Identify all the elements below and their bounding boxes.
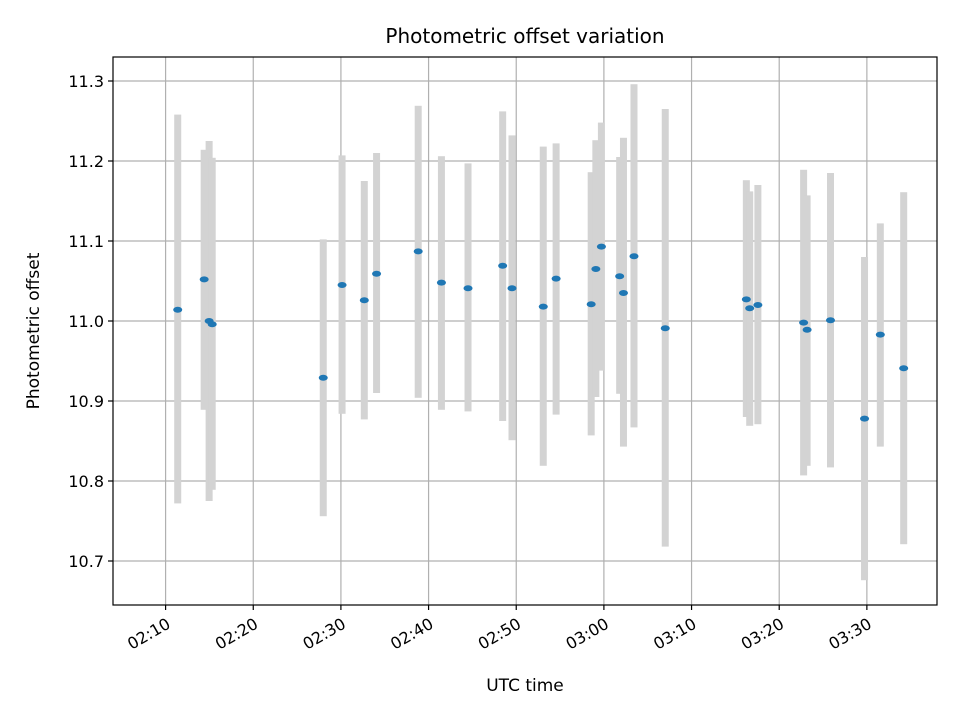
x-tick-label: 03:00 xyxy=(562,614,611,654)
data-point xyxy=(463,285,473,292)
data-point xyxy=(337,282,347,288)
data-point xyxy=(413,248,423,255)
data-point xyxy=(586,301,596,308)
y-tick-label: 10.8 xyxy=(68,472,104,491)
chart-title: Photometric offset variation xyxy=(385,24,664,48)
data-points xyxy=(173,243,909,422)
x-tick-label: 02:10 xyxy=(124,614,173,654)
x-tick-label: 03:30 xyxy=(825,614,874,654)
data-point xyxy=(596,243,606,250)
y-tick-label: 11.3 xyxy=(68,72,104,91)
x-tick-label: 02:30 xyxy=(299,614,348,654)
data-point xyxy=(615,273,625,280)
data-point xyxy=(899,365,909,372)
data-point xyxy=(551,275,561,282)
data-point xyxy=(618,290,628,296)
data-point xyxy=(173,306,183,313)
y-axis-ticks: 10.7 10.8 10.9 11.0 11.1 11.2 11.3 xyxy=(68,72,113,571)
data-point xyxy=(498,262,508,269)
x-axis-label: UTC time xyxy=(486,676,564,696)
data-point xyxy=(207,321,217,328)
data-point xyxy=(538,303,548,310)
data-point xyxy=(799,319,809,326)
data-point xyxy=(372,270,382,277)
data-point xyxy=(591,266,601,272)
y-tick-label: 11.2 xyxy=(68,152,104,171)
x-tick-label: 02:20 xyxy=(212,614,261,654)
data-point xyxy=(629,253,639,260)
y-tick-label: 11.1 xyxy=(68,232,104,251)
y-tick-label: 10.7 xyxy=(68,552,104,571)
data-point xyxy=(359,297,369,304)
data-point xyxy=(318,374,328,381)
data-point xyxy=(753,302,763,308)
y-axis-label: Photometric offset xyxy=(24,252,44,409)
data-point xyxy=(860,415,870,422)
plot-frame xyxy=(112,56,938,606)
x-axis-ticks: 02:10 02:20 02:30 02:40 02:50 03:00 03:10 03:20… xyxy=(124,605,875,654)
data-point xyxy=(875,331,885,338)
data-point xyxy=(199,276,209,283)
data-point xyxy=(741,296,751,303)
data-point xyxy=(436,279,446,286)
x-tick-label: 03:10 xyxy=(650,614,699,654)
data-point xyxy=(745,305,755,312)
data-point xyxy=(825,317,835,324)
y-tick-label: 10.9 xyxy=(68,392,104,411)
data-point xyxy=(660,325,670,332)
y-tick-label: 11.0 xyxy=(68,312,104,331)
x-tick-label: 02:50 xyxy=(475,614,524,654)
x-tick-label: 03:20 xyxy=(738,614,787,654)
x-tick-label: 02:40 xyxy=(387,614,436,654)
grid-layer xyxy=(113,57,937,605)
data-point xyxy=(507,285,517,292)
error-bars xyxy=(174,84,908,581)
data-point xyxy=(802,326,812,333)
